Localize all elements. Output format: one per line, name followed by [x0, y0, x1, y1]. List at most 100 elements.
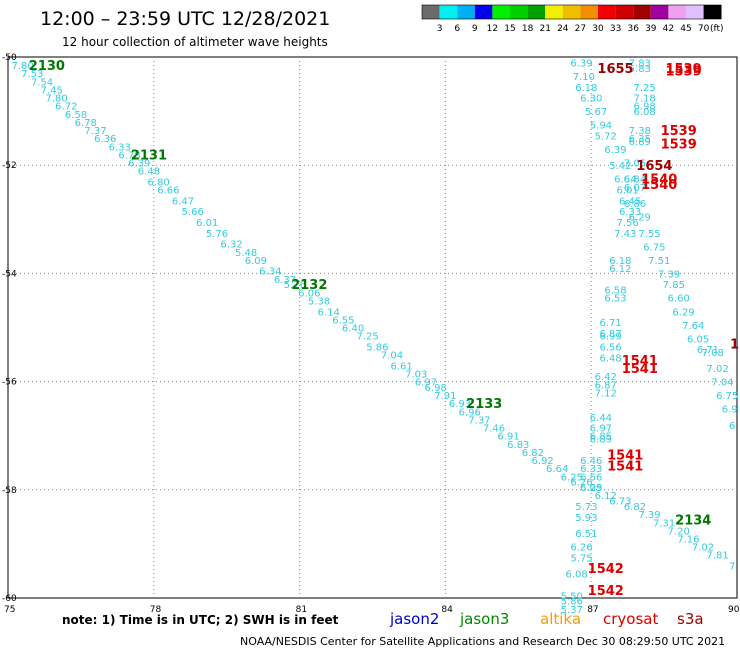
- data-point-label: 6.29: [629, 213, 651, 224]
- data-point-label: 6.89: [629, 137, 651, 148]
- data-point-label: 6.45: [619, 196, 641, 207]
- legend-tick: 42: [663, 24, 674, 34]
- pass-label: 1539: [661, 138, 697, 153]
- data-point-label: 6.30: [580, 94, 602, 105]
- data-point-label: 5.75: [570, 553, 592, 564]
- data-point-label: 7.04: [711, 378, 733, 389]
- legend-tick: 39: [645, 24, 657, 34]
- data-point-label: 6.05: [580, 483, 602, 494]
- pass-label: 1541: [607, 449, 643, 464]
- satellite-label: s3a: [677, 610, 704, 628]
- data-point-label: 6.53: [604, 294, 626, 305]
- data-point-label: 7.02: [706, 364, 728, 375]
- x-tick-label: 84: [441, 605, 453, 615]
- data-point-label: 6.99: [600, 332, 622, 343]
- data-point-label: 7.10: [573, 72, 595, 83]
- x-tick-label: 87: [587, 605, 598, 615]
- data-point-label: 5.42: [609, 161, 631, 172]
- legend-swatch: [668, 5, 686, 19]
- data-point-label: 6.36: [94, 134, 116, 145]
- legend-tick: 36: [627, 24, 639, 34]
- data-point-label: 7.83: [629, 58, 651, 69]
- data-point-label: 6.26: [570, 543, 592, 554]
- data-point-label: 7.04: [381, 351, 403, 362]
- plot-frame: [7, 56, 738, 599]
- legend-tick: 24: [557, 24, 569, 34]
- x-tick-label: 78: [150, 605, 162, 615]
- data-point-label: 6.37: [274, 275, 296, 286]
- data-point-label: 6.9: [722, 405, 738, 416]
- data-point-label: 7.43: [614, 229, 636, 240]
- legend-swatch: [615, 5, 634, 19]
- legend-tick: 12: [487, 24, 498, 34]
- wave-height-points: 7.807.537.547.457.806.726.586.787.376.36…: [11, 58, 738, 615]
- data-point-label: 7.45: [41, 85, 63, 96]
- data-point-label: 6.34: [259, 267, 281, 278]
- x-tick-label: 90: [728, 605, 740, 615]
- legend-swatch: [439, 5, 458, 19]
- pass-label: 1539: [661, 124, 697, 139]
- pass-label: 1541: [622, 354, 658, 369]
- data-point-label: 6.82: [522, 448, 544, 459]
- legend-tick: 3: [437, 24, 443, 34]
- data-point-label: 6.97: [415, 378, 437, 389]
- data-point-label: 5.93: [575, 513, 597, 524]
- data-point-label: 6.96: [459, 407, 481, 418]
- pass-label: 1540: [641, 173, 677, 188]
- data-point-label: 6.60: [668, 294, 690, 305]
- data-point-label: 6.75: [643, 242, 665, 253]
- legend-tick: 27: [575, 24, 586, 34]
- footer-note: note: 1) Time is in UTC; 2) SWH is in fe…: [62, 613, 339, 627]
- data-point-label: 6.72: [55, 102, 77, 113]
- data-point-label: 7.56: [617, 218, 639, 229]
- pass-label: 1654: [636, 159, 672, 174]
- data-point-label: 5.48: [235, 248, 257, 259]
- data-point-label: 7.20: [668, 526, 690, 537]
- data-point-label: 7.18: [634, 94, 656, 105]
- data-point-label: 6.14: [318, 307, 340, 318]
- data-point-label: 7.08: [702, 348, 724, 359]
- legend-swatch: [562, 5, 581, 19]
- data-point-label: 7.55: [638, 229, 660, 240]
- data-point-label: 6.25: [561, 472, 583, 483]
- data-point-label: 6.87: [600, 329, 622, 340]
- data-point-label: 7.39: [658, 269, 680, 280]
- data-point-label: 6.92: [531, 456, 553, 467]
- data-point-label: 7.37: [84, 126, 106, 137]
- data-point-label: 6.78: [118, 150, 140, 161]
- chart-title: 12:00 – 23:59 UTC 12/28/2021: [40, 8, 330, 30]
- data-point-label: 6.82: [624, 502, 646, 513]
- data-point-label: 6.75: [716, 391, 738, 402]
- y-tick-label: -60: [2, 594, 17, 604]
- data-point-label: 6.05: [687, 334, 709, 345]
- data-point-label: 6.08: [634, 107, 656, 118]
- legend-swatch: [527, 5, 546, 19]
- data-point-label: 6.80: [148, 177, 170, 188]
- data-point-label: 6.46: [580, 456, 602, 467]
- pass-label: 1539: [665, 62, 701, 77]
- data-point-label: 6.12: [595, 491, 617, 502]
- legend-swatch: [703, 5, 722, 19]
- legend-swatch: [545, 5, 563, 19]
- data-point-label: 6.18: [575, 83, 597, 94]
- data-point-label: 6.48: [600, 353, 622, 364]
- data-point-label: 6.09: [245, 256, 267, 267]
- data-point-label: 5.86: [366, 342, 388, 353]
- data-point-label: 7.64: [682, 321, 704, 332]
- x-tick-label: 81: [296, 605, 307, 615]
- data-point-label: 7.39: [638, 510, 660, 521]
- data-point-label: 7.53: [21, 69, 43, 80]
- data-point-label: 6.18: [609, 256, 631, 267]
- data-point-label: 6.26: [570, 478, 592, 489]
- data-point-label: 6.56: [580, 472, 602, 483]
- data-point-label: 6.86: [624, 199, 646, 210]
- legend-unit: (ft): [710, 24, 724, 34]
- legend-frame: [421, 4, 722, 20]
- data-point-label: 6.07: [624, 183, 646, 194]
- data-point-label: 5.50: [561, 591, 583, 602]
- data-point-label: 7: [729, 562, 735, 573]
- data-point-label: 7.16: [677, 534, 699, 545]
- satellite-label: cryosat: [603, 610, 658, 628]
- data-point-label: 6.39: [604, 145, 626, 156]
